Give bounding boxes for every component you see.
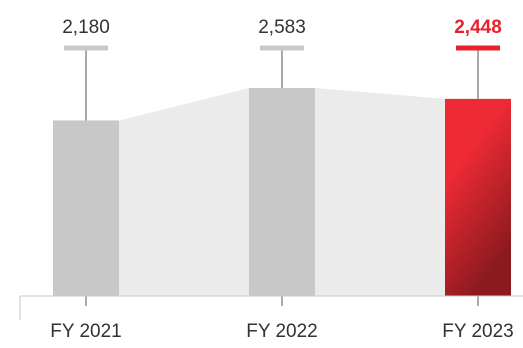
value-label: 2,180 <box>62 17 110 38</box>
category-labels: FY 2021 FY 2022 FY 2023 <box>50 321 513 342</box>
connector-areas <box>119 88 445 296</box>
category-label: FY 2022 <box>246 321 317 342</box>
x-axis <box>19 295 523 320</box>
value-cap <box>64 45 108 51</box>
bar <box>445 98 511 296</box>
value-labels: 2,180 2,583 2,448 <box>62 17 502 38</box>
bars <box>53 88 511 297</box>
value-label: 2,583 <box>258 17 306 38</box>
value-cap <box>260 45 304 51</box>
category-label: FY 2021 <box>50 321 121 342</box>
value-label: 2,448 <box>454 17 502 38</box>
category-label: FY 2023 <box>442 321 513 342</box>
value-cap <box>456 45 500 51</box>
bar <box>53 120 119 297</box>
bar <box>249 88 315 296</box>
connector-area <box>315 88 445 296</box>
connector-area <box>119 88 249 296</box>
leader-lines <box>64 45 500 121</box>
